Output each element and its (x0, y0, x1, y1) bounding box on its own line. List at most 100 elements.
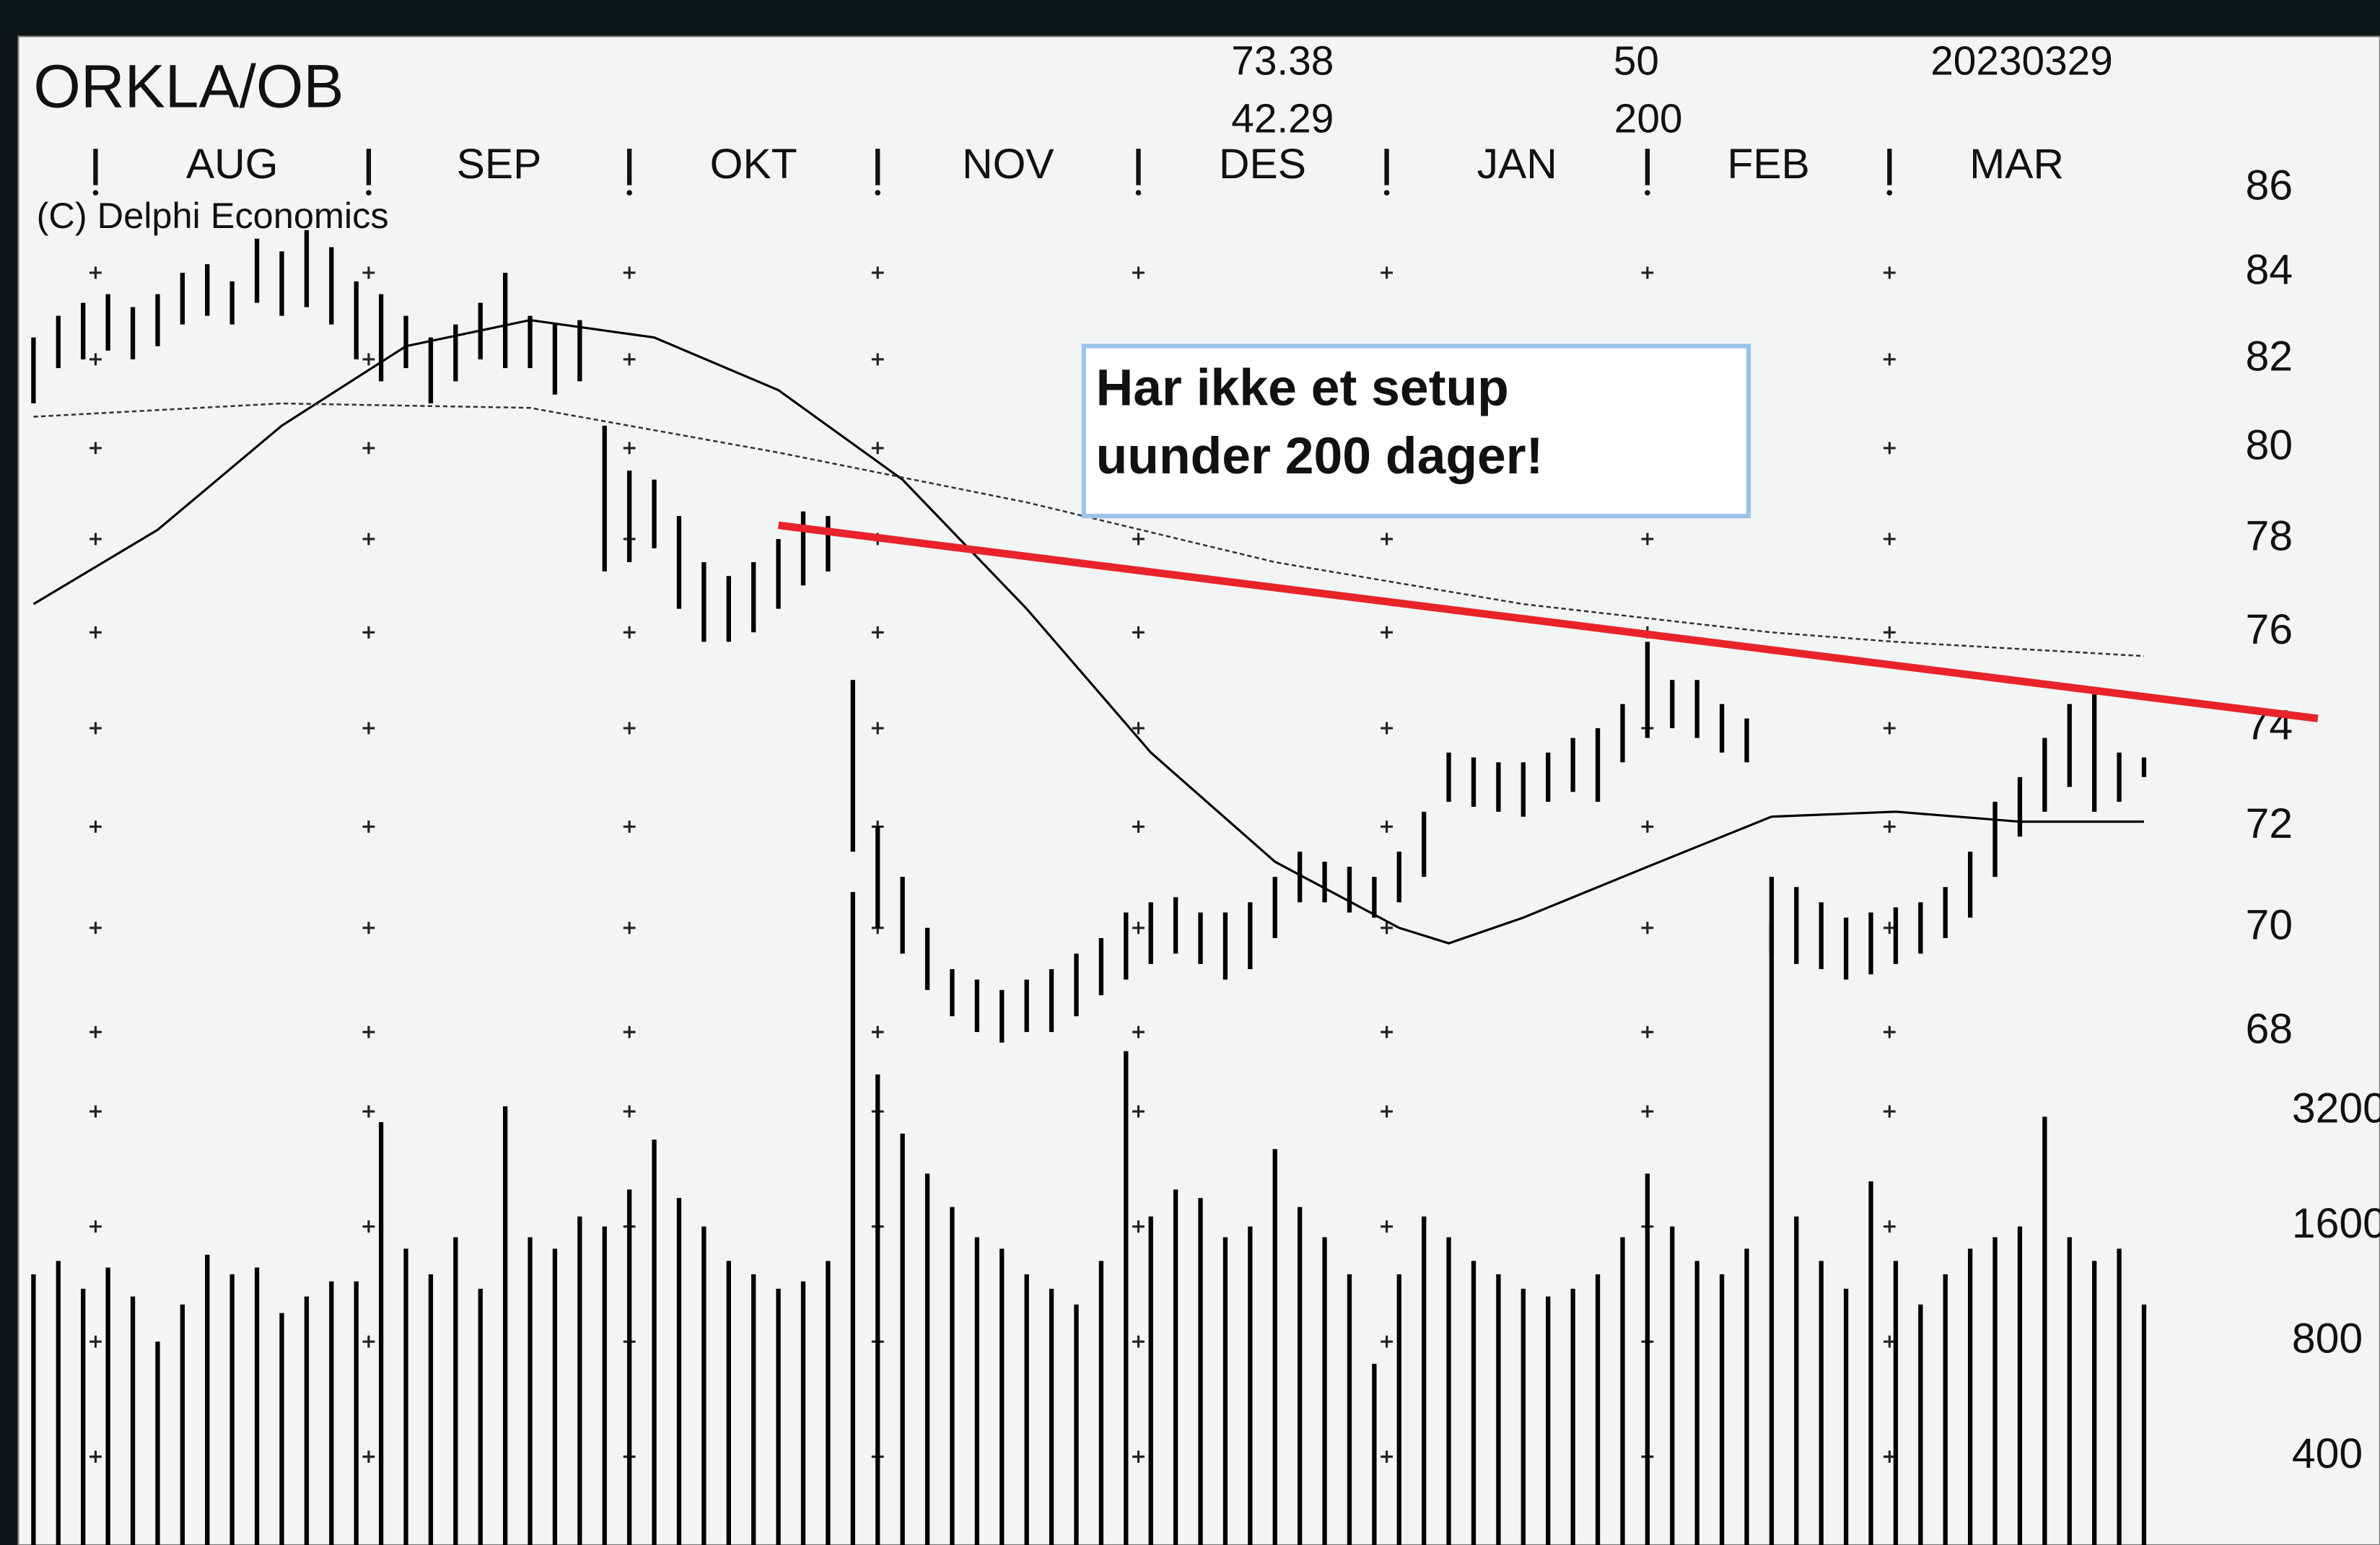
stat: 73.38 (1231, 38, 1334, 84)
grid-cross (1883, 1220, 1896, 1233)
grid-cross (623, 820, 636, 833)
grid-cross (89, 722, 102, 735)
grid-cross (89, 1335, 102, 1348)
grid-cross (1883, 626, 1896, 639)
grid-cross (89, 1450, 102, 1463)
grid-cross (362, 922, 375, 935)
grid-cross (1132, 1220, 1145, 1233)
grid-cross (1132, 1105, 1145, 1118)
copyright: (C) Delphi Economics (37, 195, 389, 236)
month-divider-dot (1886, 190, 1893, 196)
grid-cross (1132, 1335, 1145, 1348)
y-tick-label: 84 (2246, 247, 2293, 294)
grid-cross (89, 1220, 102, 1233)
grid-cross (362, 533, 375, 546)
month-divider-dot (626, 190, 632, 196)
month-divider-dot (1383, 190, 1390, 196)
grid-cross (362, 722, 375, 735)
grid-cross (1381, 722, 1393, 735)
y-tick-label: 68 (2246, 1006, 2293, 1053)
x-tick-label: AUG (186, 141, 279, 188)
grid-cross (362, 353, 375, 366)
grid-cross (1132, 820, 1145, 833)
annotation: uunder 200 dager! (1096, 427, 1544, 485)
grid-cross (1381, 266, 1393, 279)
grid-cross (623, 353, 636, 366)
volume-tick-label: 800 (2292, 1316, 2363, 1362)
y-tick-label: 80 (2246, 421, 2293, 468)
grid-cross (1641, 1025, 1654, 1038)
grid-cross (1381, 922, 1393, 935)
date: 20230329 (1930, 38, 2113, 84)
grid-cross (623, 722, 636, 735)
ma-period: 200 (1614, 96, 1683, 141)
grid-cross (1883, 353, 1896, 366)
trendline (777, 521, 2319, 722)
month-divider-dot (1645, 190, 1650, 196)
grid-cross (89, 533, 102, 546)
grid-cross (89, 820, 102, 833)
grid-cross (1132, 533, 1145, 546)
y-tick-label: 76 (2246, 606, 2293, 653)
grid-cross (1381, 626, 1393, 639)
grid-cross (1381, 820, 1393, 833)
y-tick-label: 78 (2246, 513, 2293, 560)
grid-cross (623, 442, 636, 455)
month-divider-dot (92, 190, 99, 196)
volume-tick-label: 3200 (2292, 1085, 2380, 1132)
grid-cross (623, 1025, 636, 1038)
grid-cross (362, 626, 375, 639)
grid-cross (1883, 722, 1896, 735)
month-divider-dot (875, 190, 881, 196)
x-tick-label: MAR (1969, 141, 2064, 188)
grid-cross (1641, 266, 1654, 279)
grid-cross (362, 266, 375, 279)
grid-cross (871, 266, 884, 279)
month-divider-dot (366, 190, 372, 196)
grid-cross (1132, 1025, 1145, 1038)
grid-cross (1381, 533, 1393, 546)
moving-average (33, 402, 2145, 657)
x-tick-label: FEB (1727, 141, 1810, 188)
y-tick-label: 86 (2246, 162, 2293, 209)
grid-cross (89, 1025, 102, 1038)
grid-cross (1381, 1025, 1393, 1038)
grid-cross (1132, 266, 1145, 279)
grid-cross (1883, 442, 1896, 455)
stat: 42.29 (1231, 96, 1334, 141)
grid-cross (1641, 1105, 1654, 1118)
grid-cross (871, 442, 884, 455)
grid-cross (1381, 1220, 1393, 1233)
grid-cross (362, 1450, 375, 1463)
x-tick-label: OKT (710, 141, 797, 188)
grid-cross (1381, 1105, 1393, 1118)
grid-cross (89, 353, 102, 366)
grid-cross (1132, 922, 1145, 935)
grid-cross (1883, 1105, 1896, 1118)
grid-cross (362, 1025, 375, 1038)
x-tick-label: SEP (457, 141, 542, 188)
grid-cross (1883, 266, 1896, 279)
grid-cross (871, 626, 884, 639)
month-divider-dot (1135, 190, 1142, 196)
grid-cross (1132, 722, 1145, 735)
grid-cross (362, 442, 375, 455)
grid-cross (89, 442, 102, 455)
y-tick-label: 70 (2246, 901, 2293, 948)
grid-cross (623, 1105, 636, 1118)
grid-cross (1381, 1335, 1393, 1348)
grid-cross (1132, 626, 1145, 639)
y-tick-label: 72 (2246, 800, 2293, 847)
chart-title: ORKLA/OB (33, 52, 344, 120)
grid-cross (1381, 1450, 1393, 1463)
x-tick-label: DES (1219, 141, 1306, 188)
x-tick-label: JAN (1477, 141, 1557, 188)
grid-cross (623, 626, 636, 639)
grid-cross (1641, 922, 1654, 935)
grid-cross (362, 1335, 375, 1348)
grid-cross (1132, 1450, 1145, 1463)
grid-cross (362, 1105, 375, 1118)
annotation-box (1081, 343, 1751, 519)
